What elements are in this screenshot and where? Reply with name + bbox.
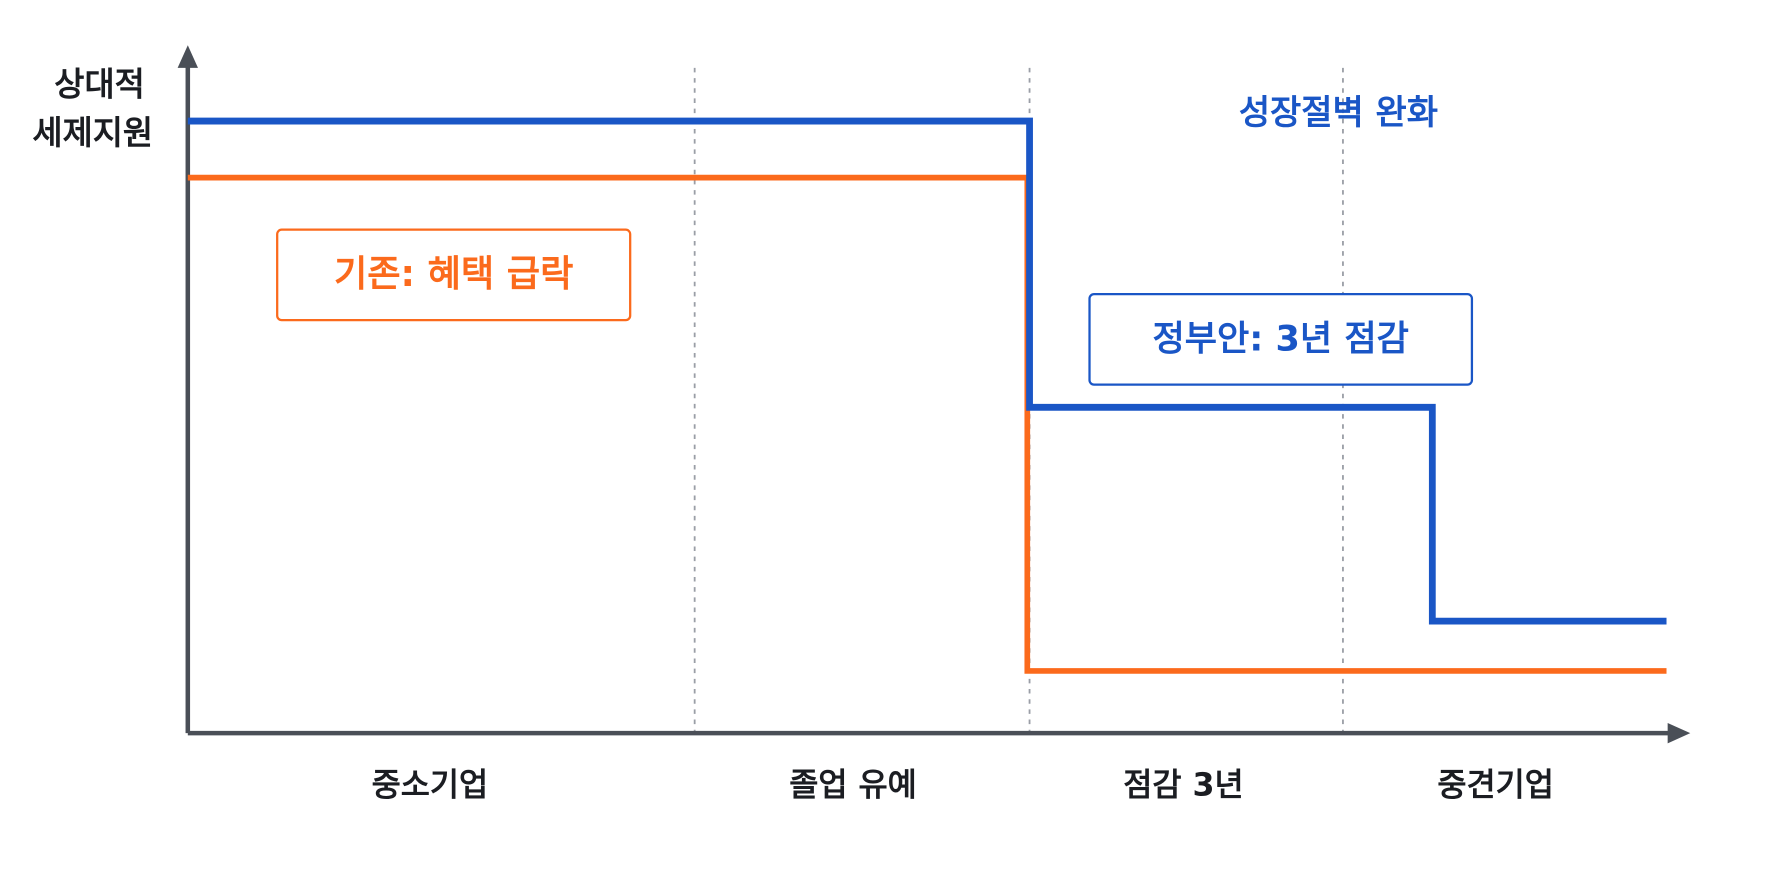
annotation: 기존: 혜택 급락 (334, 252, 573, 295)
annotation: 정부안: 3년 점감 (1153, 319, 1409, 360)
x-axis-arrow (1667, 722, 1691, 744)
annotation: 성장절벽 완화 (1239, 93, 1438, 133)
x-label: 졸업 유예 (789, 767, 917, 803)
y-axis-arrow (177, 45, 198, 68)
y-axis-label: 상대적 (54, 65, 145, 103)
y-axis-label: 세제지원 (32, 114, 153, 152)
proposal-line (187, 117, 1667, 625)
existing-line (187, 174, 1667, 674)
annotation-box (276, 228, 632, 322)
x-label: 중소기업 (372, 767, 489, 803)
x-label: 점감 3년 (1123, 767, 1243, 803)
annotation-box (1088, 293, 1474, 386)
x-label: 중견기업 (1437, 767, 1554, 803)
